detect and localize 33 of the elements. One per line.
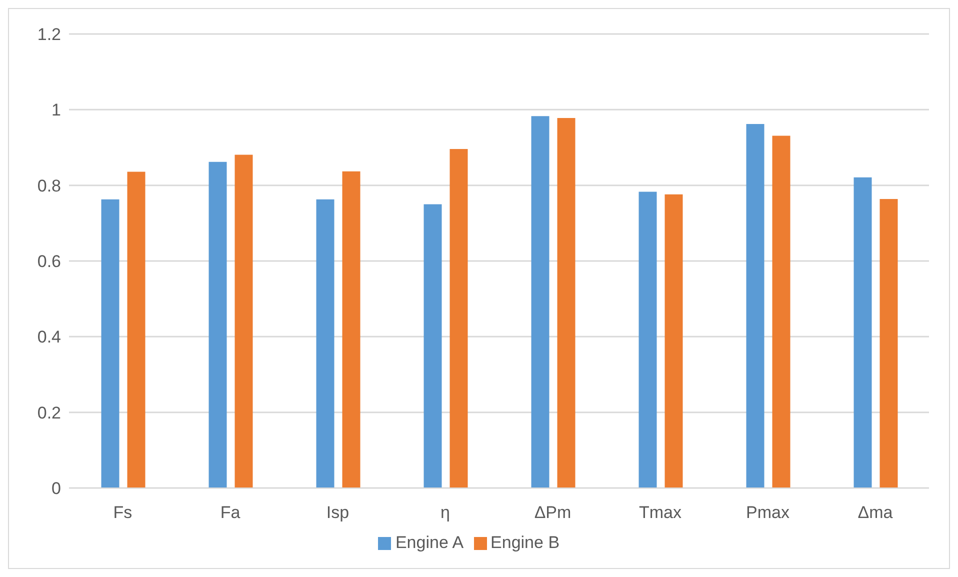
bar: [208, 162, 227, 488]
y-tick-label: 0.6: [37, 252, 61, 272]
x-tick-label: Fa: [220, 503, 241, 522]
x-tick-label: Fs: [113, 503, 132, 522]
y-tick-label: 0.2: [37, 403, 61, 422]
bar: [746, 124, 764, 488]
y-tick-label: 0.4: [37, 328, 61, 347]
bar: [127, 172, 146, 488]
bar: [854, 177, 872, 488]
bar: [772, 136, 790, 488]
x-tick-label: Δma: [858, 503, 894, 522]
bar: [424, 204, 442, 488]
y-tick-label: 0: [52, 479, 61, 498]
bar: [234, 154, 253, 488]
bar: [450, 149, 468, 488]
legend-label: Engine B: [490, 533, 560, 552]
bar: [880, 198, 898, 488]
bar: [101, 199, 120, 488]
y-tick-label: 1: [52, 100, 61, 120]
bar: [316, 199, 334, 488]
x-tick-label: Pmax: [746, 503, 790, 522]
bar: [342, 171, 360, 488]
x-tick-label: η: [440, 503, 450, 522]
legend-label: Engine A: [395, 533, 464, 552]
bar: [557, 118, 576, 488]
x-tick-label: Tmax: [639, 503, 682, 522]
x-tick-label: ΔPm: [534, 503, 572, 522]
bar: [638, 192, 657, 488]
bar: [531, 116, 550, 488]
bar: [664, 194, 683, 488]
x-tick-label: Isp: [326, 503, 350, 522]
y-tick-label: 1.2: [37, 25, 61, 44]
y-tick-label: 0.8: [37, 176, 61, 196]
